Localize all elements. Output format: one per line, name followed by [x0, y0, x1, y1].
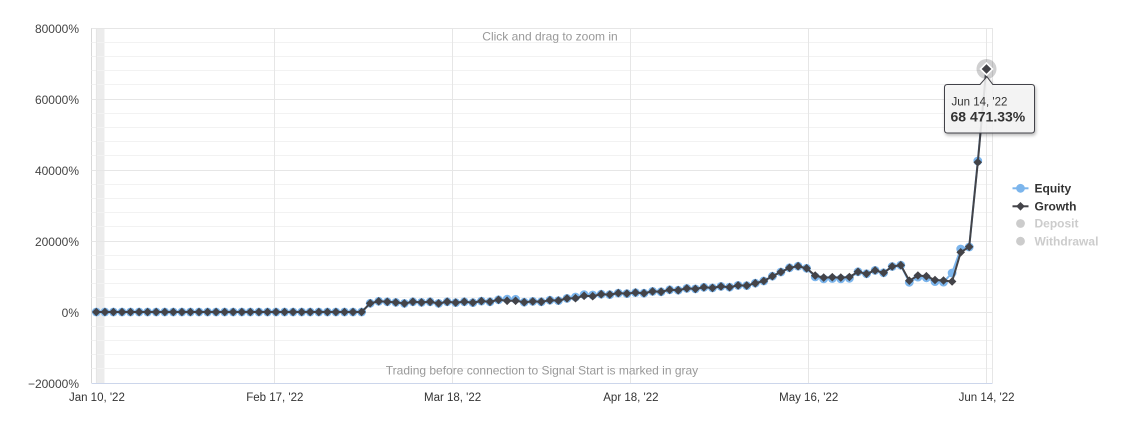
- svg-text:Jun 14, '22: Jun 14, '22: [959, 392, 1015, 404]
- svg-text:0%: 0%: [62, 306, 80, 320]
- svg-text:Equity: Equity: [1035, 182, 1072, 196]
- svg-text:Trading before connection to S: Trading before connection to Signal Star…: [386, 364, 698, 378]
- svg-text:20000%: 20000%: [35, 235, 79, 249]
- svg-text:Apr 18, '22: Apr 18, '22: [603, 392, 658, 404]
- svg-text:80000%: 80000%: [35, 22, 79, 36]
- svg-text:Click and drag to zoom in: Click and drag to zoom in: [482, 30, 617, 44]
- svg-text:40000%: 40000%: [35, 164, 79, 178]
- svg-text:−20000%: −20000%: [28, 377, 79, 391]
- svg-text:Mar 18, '22: Mar 18, '22: [424, 392, 481, 404]
- svg-text:Withdrawal: Withdrawal: [1035, 234, 1099, 248]
- svg-text:Jan 10, '22: Jan 10, '22: [69, 392, 125, 404]
- svg-text:Jun 14, '22: Jun 14, '22: [952, 97, 1008, 109]
- svg-text:Feb 17, '22: Feb 17, '22: [246, 392, 303, 404]
- svg-text:May 16, '22: May 16, '22: [779, 392, 838, 404]
- svg-text:Deposit: Deposit: [1035, 217, 1079, 231]
- svg-text:Growth: Growth: [1035, 200, 1077, 214]
- svg-text:60000%: 60000%: [35, 93, 79, 107]
- svg-text:68 471.33%: 68 471.33%: [951, 109, 1026, 125]
